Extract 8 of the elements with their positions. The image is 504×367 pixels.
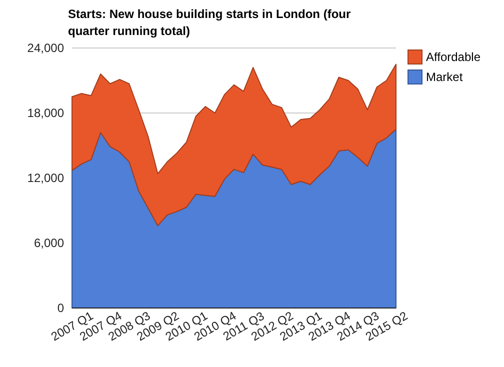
legend-label: Affordable — [426, 50, 481, 64]
y-tick-label: 24,000 — [27, 40, 64, 55]
y-tick-label: 0 — [57, 300, 64, 315]
y-tick-label: 12,000 — [27, 170, 64, 185]
y-tick-label: 18,000 — [27, 106, 64, 120]
chart-title: Starts: New house building starts in London (four quarter running total) — [68, 7, 351, 38]
legend-label: Market — [426, 70, 464, 84]
y-tick-label: 6,000 — [34, 236, 64, 250]
